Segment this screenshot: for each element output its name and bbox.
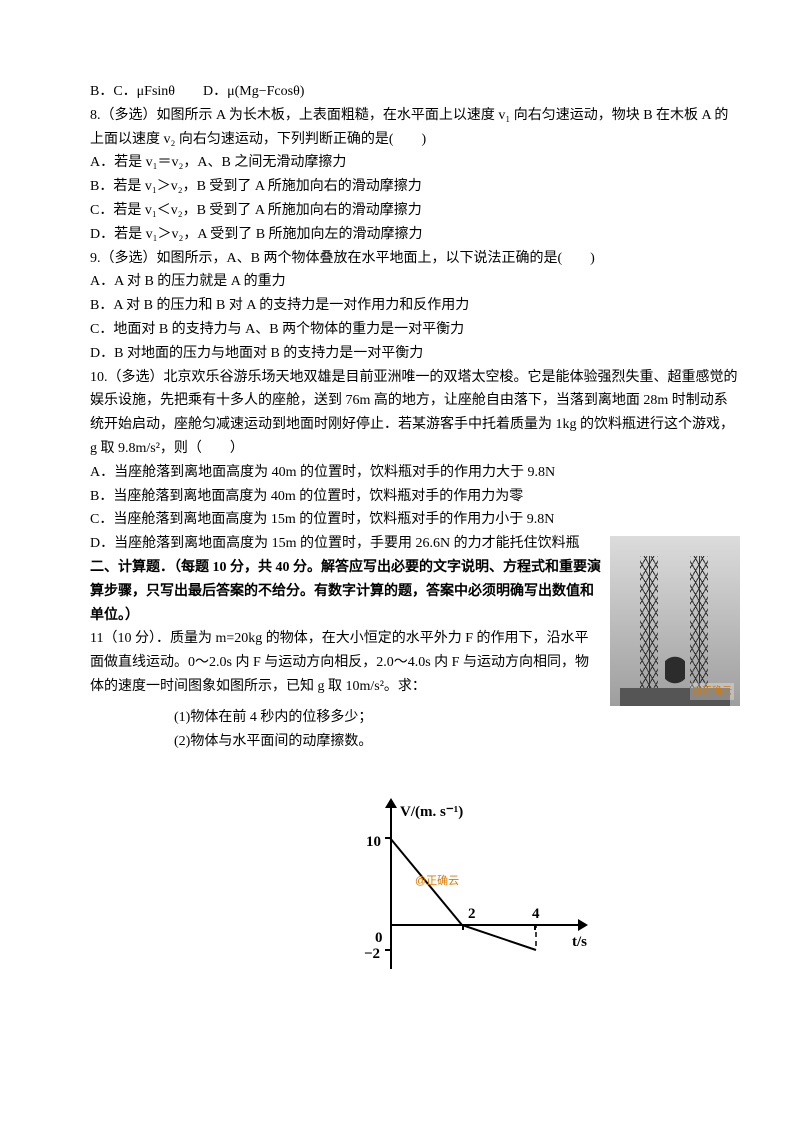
q8-choice-a: A．若是 v₁＝v₂，A、B 之间无滑动摩擦力: [90, 151, 740, 175]
graph-tick: [385, 949, 390, 951]
tower-image: @正确云: [610, 536, 740, 706]
q9-choice-d: D．B 对地面的压力与地面对 B 的支持力是一对平衡力: [90, 342, 740, 366]
graph-tick-label: 10: [366, 830, 381, 856]
graph-x-label: t/s: [572, 930, 587, 956]
graph-tick-label: 2: [468, 902, 476, 928]
graph-tick-label: −2: [364, 942, 380, 968]
tower-figure: @正确云: [610, 536, 740, 706]
q8-stem: 8.（多选）如图所示 A 为长木板，上表面粗糙，在水平面上以速度 v₁ 向右匀速…: [90, 104, 740, 152]
q7-options-cd: B．C．μFsinθ D．μ(Mg−Fcosθ): [90, 80, 740, 104]
q9-choice-a: A．A 对 B 的压力就是 A 的重力: [90, 270, 740, 294]
q10-choice-c: C．当座舱落到离地面高度为 15m 的位置时，饮料瓶对手的作用力小于 9.8N: [90, 508, 740, 532]
q9-choice-c: C．地面对 B 的支持力与 A、B 两个物体的重力是一对平衡力: [90, 318, 740, 342]
velocity-time-graph: V/(m. s⁻¹) 10 0 −2 2 4 t/s @正确云: [340, 794, 600, 984]
graph-y-arrow-icon: [385, 798, 397, 808]
graph-tick: [385, 837, 390, 839]
graph-tick-label: 4: [532, 902, 540, 928]
graph-x-axis: [390, 924, 580, 926]
q10-choice-b: B．当座舱落到离地面高度为 40m 的位置时，饮料瓶对手的作用力为零: [90, 485, 740, 509]
q11-sub2: (2)物体与水平面间的动摩擦数。: [174, 730, 740, 754]
q8-choice-d: D．若是 v₁＞v₂，A 受到了 B 所施加向左的滑动摩擦力: [90, 223, 740, 247]
q9-choice-b: B．A 对 B 的压力和 B 对 A 的支持力是一对作用力和反作用力: [90, 294, 740, 318]
graph-watermark: @正确云: [415, 872, 459, 891]
q11-sub1: (1)物体在前 4 秒内的位移多少；: [174, 706, 740, 730]
document-page: B．C．μFsinθ D．μ(Mg−Fcosθ) 8.（多选）如图所示 A 为长…: [0, 0, 800, 1024]
graph-y-axis: [390, 804, 392, 969]
tower-watermark: @正确云: [690, 683, 734, 700]
graph-y-label: V/(m. s⁻¹): [400, 800, 463, 826]
graph-tick: [462, 924, 464, 930]
q9-stem: 9.（多选）如图所示，A、B 两个物体叠放在水平地面上，以下说法正确的是( ): [90, 247, 740, 271]
q8-choice-c: C．若是 v₁＜v₂，B 受到了 A 所施加向右的滑动摩擦力: [90, 199, 740, 223]
q10-stem: 10.（多选）北京欢乐谷游乐场天地双雄是目前亚洲唯一的双塔太空梭。它是能体验强烈…: [90, 366, 740, 461]
q8-choice-b: B．若是 v₁＞v₂，B 受到了 A 所施加向右的滑动摩擦力: [90, 175, 740, 199]
q10-choice-a: A．当座舱落到离地面高度为 40m 的位置时，饮料瓶对手的作用力大于 9.8N: [90, 461, 740, 485]
